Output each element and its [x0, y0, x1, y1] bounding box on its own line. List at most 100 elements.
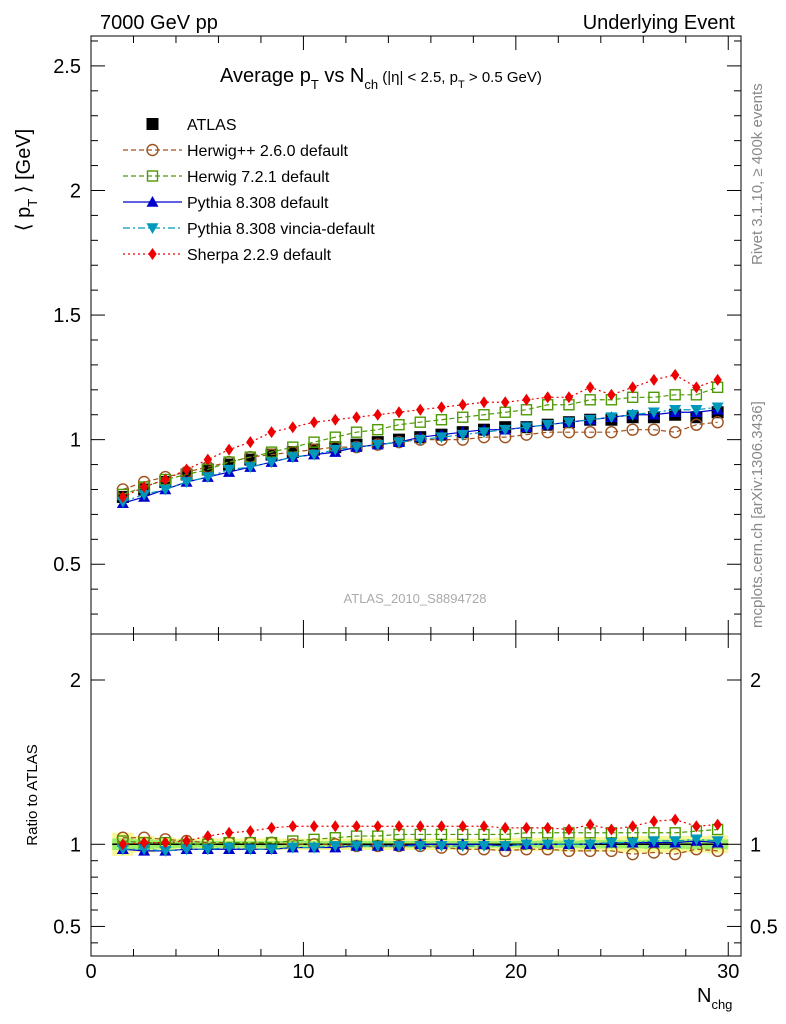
legend-marker [146, 118, 159, 130]
legend-label: Herwig++ 2.6.0 default [187, 143, 349, 160]
mcplots-label: mcplots.cern.ch [arXiv:1306.3436] [749, 401, 766, 628]
data-point-4 [499, 424, 512, 436]
ratio-point-3 [562, 839, 575, 851]
data-point-2 [350, 426, 363, 438]
ratio-point-4 [161, 836, 170, 849]
data-point-5 [288, 421, 297, 434]
data-point-5 [373, 408, 382, 421]
series-line-2 [122, 386, 718, 496]
data-point-5 [501, 396, 510, 409]
data-point-2 [329, 431, 341, 443]
data-point-2 [648, 391, 660, 403]
data-point-5 [139, 480, 149, 493]
data-point-5 [267, 426, 276, 439]
ratio-point-4 [246, 825, 255, 838]
data-point-1 [647, 423, 661, 436]
data-point-2 [457, 411, 469, 423]
data-point-1 [690, 418, 703, 431]
title-vs-n: vs N [319, 65, 365, 87]
analysis-id-label: ATLAS_2010_S8894728 [344, 591, 487, 606]
rivet-version-label: Rivet 3.1.10, ≥ 400k events [749, 83, 766, 265]
ratio-point-4 [309, 820, 319, 833]
header-right: Underlying Event [583, 12, 736, 34]
y-tick-label: 0.5 [53, 554, 81, 576]
ratio-point-3 [541, 839, 554, 851]
ratio-point-4 [267, 821, 276, 834]
axis-tick-labels: 0 10 20 30 0.5 1 1.5 2 2.5 0.5 0.5 1 1 2 2 [53, 56, 778, 983]
series-line-5 [122, 374, 718, 498]
ratio-y-tick-label-right: 2 [750, 670, 761, 692]
ratio-point-3 [329, 841, 342, 852]
data-point-4 [265, 457, 278, 469]
data-point-5 [437, 401, 446, 414]
ylabel-main-rest: ⟩ [GeV] [13, 129, 35, 199]
ratio-point-4 [118, 838, 128, 851]
ratio-point-3 [265, 844, 278, 856]
ratio-y-tick-label: 1 [70, 834, 81, 856]
ratio-point-3 [711, 836, 724, 847]
ratio-point-4 [288, 820, 297, 833]
data-point-2 [308, 436, 320, 448]
legend-label: Herwig 7.2.1 default [187, 169, 330, 186]
ratio-point-4 [713, 818, 722, 831]
ratio-point-3 [647, 836, 660, 847]
ratio-point-3 [520, 839, 533, 851]
data-point-4 [541, 419, 554, 431]
ratio-point-4 [458, 820, 467, 833]
ratio-point-3 [308, 842, 321, 854]
ratio-point-3 [499, 841, 512, 852]
ratio-point-3 [690, 834, 703, 846]
ratio-line-3 [122, 838, 718, 852]
ratio-point-3 [286, 842, 299, 854]
data-point-4 [562, 417, 575, 429]
ratio-series-group [116, 813, 724, 861]
header-left: 7000 GeV pp [100, 12, 218, 34]
data-point-5 [458, 398, 467, 411]
data-point-4 [584, 414, 597, 426]
legend-marker [146, 143, 159, 157]
y-axis-label-ratio: Ratio to ATLAS [24, 744, 41, 845]
data-point-4 [371, 439, 384, 451]
x-tick-label: 20 [505, 961, 527, 983]
data-point-1 [605, 425, 618, 439]
ratio-point-4 [564, 823, 574, 836]
ratio-point-3 [393, 841, 406, 852]
ratio-point-3 [350, 841, 363, 852]
data-point-5 [182, 463, 191, 476]
ratio-point-4 [203, 830, 213, 843]
data-point-2 [393, 419, 405, 431]
data-point-4 [180, 477, 193, 489]
data-point-2 [584, 394, 596, 406]
legend-marker [148, 248, 157, 260]
plot-title: Average pT vs Nch (|η| < 2.5, pT > 0.5 G… [220, 65, 542, 92]
ratio-point-3 [414, 841, 427, 852]
ylabel-main-a: ⟨ p [13, 207, 35, 231]
data-point-5 [670, 368, 680, 381]
ratio-point-4 [352, 820, 361, 833]
data-point-5 [224, 443, 234, 456]
ratio-point-3 [244, 844, 257, 856]
ratio-point-3 [584, 839, 597, 851]
data-point-4 [138, 489, 151, 501]
data-point-4 [414, 434, 427, 446]
ratio-point-4 [224, 826, 234, 839]
ratio-point-4 [585, 818, 595, 831]
data-point-2 [478, 409, 490, 421]
data-point-5 [522, 393, 531, 406]
data-point-4 [159, 484, 172, 496]
data-point-4 [308, 449, 321, 461]
ratio-point-4 [501, 821, 510, 834]
title-avg-p: Average p [220, 65, 311, 87]
data-point-4 [626, 409, 639, 421]
ylabel-main-sub: T [25, 199, 40, 207]
data-point-1 [583, 425, 597, 439]
data-point-4 [393, 437, 406, 449]
xlabel-sub: chg [711, 997, 732, 1012]
ratio-y-tick-label: 0.5 [53, 916, 81, 938]
ratio-point-3 [223, 842, 236, 854]
data-point-2 [669, 389, 681, 401]
legend-marker [146, 223, 159, 234]
ratio-point-3 [201, 844, 214, 856]
title-cuts-b: > 0.5 GeV) [465, 69, 542, 86]
